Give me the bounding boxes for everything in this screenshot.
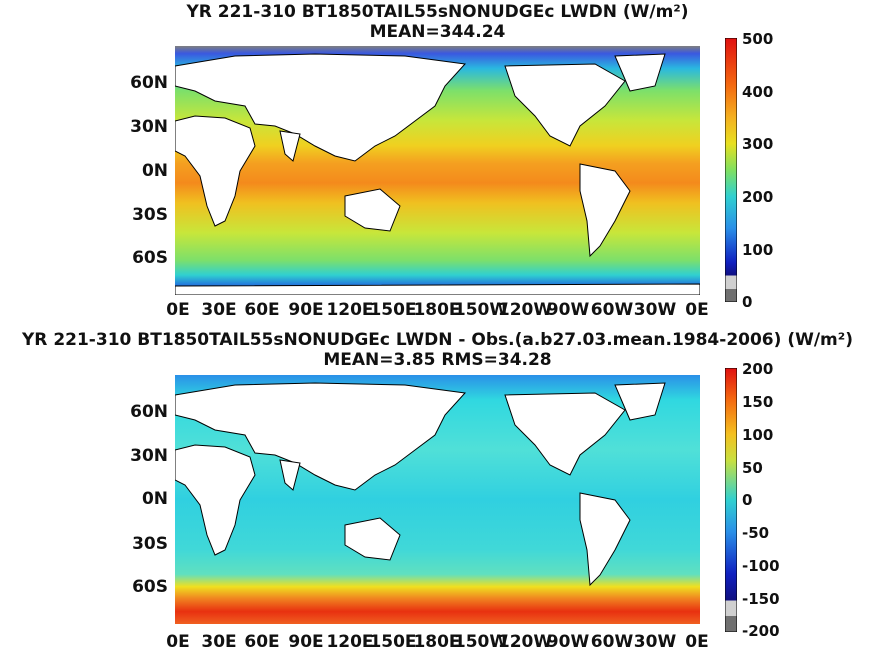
land-masses [175,53,700,295]
lat-tick: 30N [130,446,168,466]
panel2-colorbar [725,368,737,632]
lon-tick: 90W [546,632,590,652]
lon-tick: 30W [633,632,677,652]
colorbar-tick: 200 [742,188,774,206]
lon-tick: 120W [497,300,553,320]
lat-tick: 60N [130,73,168,93]
lon-tick: 150E [369,300,417,320]
lon-tick: 90E [288,300,324,320]
lat-tick: 60S [132,248,168,268]
colorbar-tick: 150 [742,393,774,411]
lat-tick: 30S [132,534,168,554]
lon-tick: 90E [288,632,324,652]
lon-tick: 0E [166,300,190,320]
lon-tick: 120E [326,300,374,320]
lon-tick: 60W [590,300,634,320]
colorbar-tick: -200 [742,622,780,640]
lon-tick: 90W [546,300,590,320]
panel2-subtitle: MEAN=3.85 RMS=34.28 [323,350,552,370]
lon-tick: 0E [685,632,709,652]
lon-tick: 30E [201,632,237,652]
panel1-colorbar [725,38,737,302]
colorbar-tick: 0 [742,293,753,311]
colorbar-tick: 100 [742,426,774,444]
lon-tick: 150E [369,632,417,652]
colorbar-tick: -50 [742,524,770,542]
colorbar-tick: 500 [742,30,774,48]
lat-tick: 0N [141,161,168,181]
colorbar-tick: 100 [742,241,774,259]
colorbar-tick: 400 [742,83,774,101]
colorbar-tick: 50 [742,459,763,477]
panel1-subtitle: MEAN=344.24 [369,22,506,42]
lon-tick: 150W [453,300,509,320]
lon-tick: 60E [244,300,280,320]
colorbar-tick: -150 [742,590,780,608]
lat-tick: 30N [130,117,168,137]
lon-tick: 30E [201,300,237,320]
lon-tick: 30W [633,300,677,320]
panel1-title: YR 221-310 BT1850TAIL55sNONUDGEc LWDN (W… [186,2,689,22]
colorbar-tick: 200 [742,360,774,378]
lon-tick: 60W [590,632,634,652]
lon-tick: 150W [453,632,509,652]
lat-tick: 60S [132,577,168,597]
lon-tick: 120E [326,632,374,652]
colorbar-tick: 0 [742,491,753,509]
panel2-title: YR 221-310 BT1850TAIL55sNONUDGEc LWDN - … [22,330,853,350]
lon-tick: 180E [413,300,461,320]
lat-tick: 60N [130,402,168,422]
lon-tick: 60E [244,632,280,652]
lat-tick: 0N [141,489,168,509]
lon-tick: 180E [413,632,461,652]
lon-tick: 0E [166,632,190,652]
lat-tick: 30S [132,205,168,225]
colorbar-tick: 300 [742,135,774,153]
panel1-map [175,46,700,295]
panel2-map [175,375,700,624]
land-masses [175,382,666,587]
lon-tick: 0E [685,300,709,320]
lon-tick: 120W [497,632,553,652]
colorbar-tick: -100 [742,557,780,575]
